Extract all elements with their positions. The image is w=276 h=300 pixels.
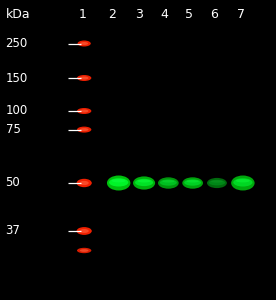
Ellipse shape	[107, 176, 130, 190]
Text: 3: 3	[136, 8, 143, 20]
Ellipse shape	[236, 179, 250, 182]
Ellipse shape	[77, 127, 91, 133]
Ellipse shape	[209, 180, 225, 185]
Ellipse shape	[77, 108, 91, 114]
Text: 7: 7	[238, 8, 245, 20]
Text: 150: 150	[6, 71, 28, 85]
Text: 250: 250	[6, 37, 28, 50]
Ellipse shape	[80, 42, 88, 45]
Ellipse shape	[160, 179, 177, 186]
Text: 100: 100	[6, 104, 28, 118]
Text: 50: 50	[6, 176, 20, 190]
Ellipse shape	[109, 178, 128, 187]
Ellipse shape	[135, 179, 153, 186]
Text: 1: 1	[79, 8, 87, 20]
Ellipse shape	[162, 180, 174, 182]
Ellipse shape	[211, 180, 223, 183]
Text: 75: 75	[6, 123, 20, 136]
Ellipse shape	[207, 178, 227, 188]
Ellipse shape	[80, 128, 89, 131]
Ellipse shape	[77, 75, 91, 81]
Text: 6: 6	[210, 8, 218, 20]
Ellipse shape	[233, 178, 253, 187]
Ellipse shape	[112, 179, 126, 182]
Ellipse shape	[158, 177, 179, 189]
Ellipse shape	[184, 179, 201, 186]
Text: 2: 2	[108, 8, 116, 20]
Ellipse shape	[76, 179, 92, 187]
Ellipse shape	[182, 177, 203, 189]
Ellipse shape	[80, 76, 89, 80]
Text: 4: 4	[160, 8, 168, 20]
Ellipse shape	[78, 40, 91, 46]
Ellipse shape	[80, 110, 89, 112]
Ellipse shape	[137, 180, 151, 182]
Ellipse shape	[133, 176, 155, 190]
Text: 5: 5	[185, 8, 193, 20]
Ellipse shape	[187, 180, 199, 182]
Text: kDa: kDa	[6, 8, 30, 20]
Text: 37: 37	[6, 224, 20, 238]
Ellipse shape	[80, 249, 89, 252]
Ellipse shape	[231, 176, 254, 190]
Ellipse shape	[79, 181, 89, 185]
Ellipse shape	[79, 229, 89, 233]
Ellipse shape	[76, 227, 92, 235]
Ellipse shape	[77, 248, 91, 253]
